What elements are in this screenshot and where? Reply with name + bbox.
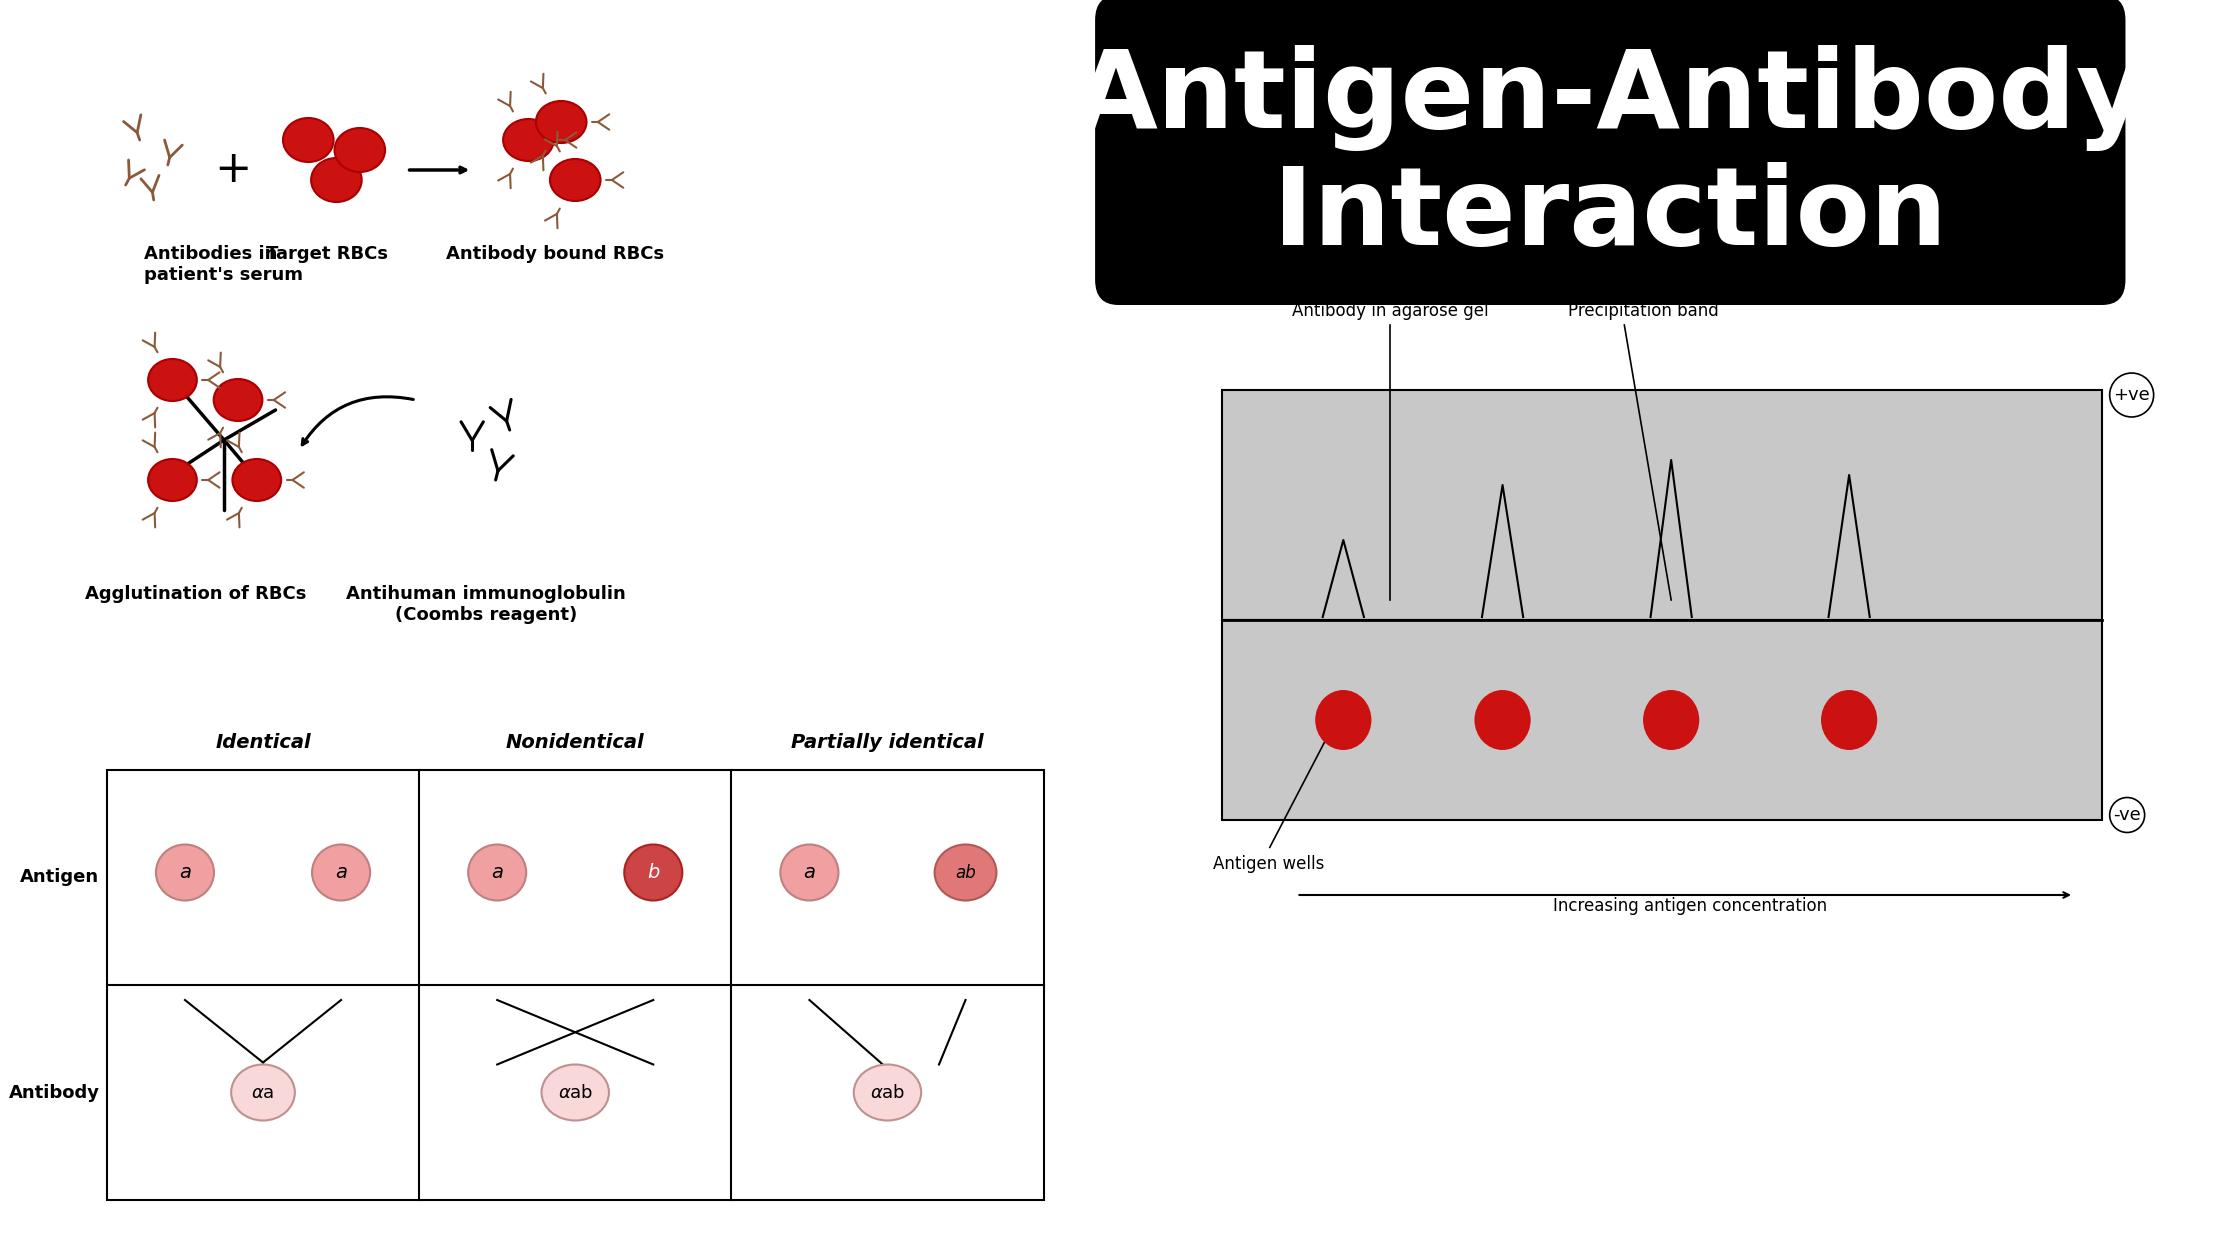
Text: Increasing antigen concentration: Increasing antigen concentration — [1552, 897, 1828, 915]
Circle shape — [1821, 690, 1877, 750]
Text: Agglutination of RBCs: Agglutination of RBCs — [85, 585, 307, 604]
Text: Identical: Identical — [215, 733, 311, 752]
Text: Antibody bound RBCs: Antibody bound RBCs — [446, 244, 663, 263]
Ellipse shape — [311, 158, 361, 202]
Text: $\alpha$a: $\alpha$a — [251, 1084, 276, 1101]
Ellipse shape — [213, 379, 262, 421]
Ellipse shape — [535, 101, 587, 142]
Text: Antigen: Antigen — [20, 868, 99, 887]
Ellipse shape — [468, 844, 526, 901]
Text: Antigen wells: Antigen wells — [1212, 856, 1324, 873]
Text: Antihuman immunoglobulin
(Coombs reagent): Antihuman immunoglobulin (Coombs reagent… — [347, 585, 627, 624]
Text: Nonidentical: Nonidentical — [506, 733, 645, 752]
Text: $\alpha$ab: $\alpha$ab — [558, 1084, 594, 1101]
Text: Antibody: Antibody — [9, 1084, 99, 1101]
Text: Interaction: Interaction — [1272, 163, 1947, 268]
Bar — [1221, 620, 2101, 820]
Text: Partially identical: Partially identical — [791, 733, 983, 752]
Text: a: a — [804, 863, 815, 882]
Circle shape — [1474, 690, 1530, 750]
Text: b: b — [647, 863, 659, 882]
Ellipse shape — [334, 129, 385, 173]
Ellipse shape — [551, 159, 600, 202]
Circle shape — [1644, 690, 1700, 750]
Ellipse shape — [542, 1065, 609, 1120]
Text: Antibody in agarose gel: Antibody in agarose gel — [1292, 302, 1487, 320]
Ellipse shape — [233, 459, 282, 501]
Ellipse shape — [282, 118, 334, 163]
Text: a: a — [179, 863, 190, 882]
Text: Target RBCs: Target RBCs — [267, 244, 388, 263]
Text: Precipitation band: Precipitation band — [1568, 302, 1718, 320]
Bar — [1221, 391, 2101, 620]
Ellipse shape — [148, 459, 197, 501]
Text: +: + — [215, 149, 253, 192]
Text: $\alpha$ab: $\alpha$ab — [869, 1084, 905, 1101]
Bar — [108, 770, 1044, 1200]
Text: a: a — [491, 863, 504, 882]
Text: Antigen-Antibody: Antigen-Antibody — [1073, 45, 2146, 151]
Circle shape — [1315, 690, 1371, 750]
Text: Antibodies in
patient's serum: Antibodies in patient's serum — [143, 244, 302, 284]
Text: ab: ab — [954, 863, 977, 882]
Ellipse shape — [934, 844, 997, 901]
Ellipse shape — [157, 844, 215, 901]
Ellipse shape — [311, 844, 370, 901]
Text: +ve: +ve — [2112, 386, 2150, 404]
Text: -ve: -ve — [2112, 806, 2141, 824]
Ellipse shape — [780, 844, 838, 901]
Text: a: a — [336, 863, 347, 882]
Ellipse shape — [625, 844, 683, 901]
Ellipse shape — [148, 359, 197, 401]
Ellipse shape — [853, 1065, 921, 1120]
Ellipse shape — [231, 1065, 296, 1120]
Ellipse shape — [504, 118, 553, 161]
FancyBboxPatch shape — [1095, 0, 2126, 305]
